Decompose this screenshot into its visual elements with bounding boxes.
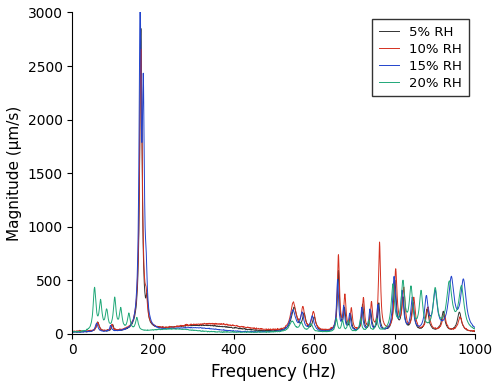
5% RH (326, 328, 332, 333)
5% RH (138, 26, 144, 31)
20% RH (326, 329, 332, 334)
15% RH (390, 294, 396, 298)
Legend: 5% RH, 10% RH, 15% RH, 20% RH: 5% RH, 10% RH, 15% RH, 20% RH (372, 19, 469, 96)
5% RH (70, 329, 75, 334)
10% RH (472, 329, 478, 333)
Line: 15% RH: 15% RH (72, 0, 475, 332)
20% RH (308, 322, 314, 326)
20% RH (251, 330, 257, 335)
5% RH (308, 324, 314, 328)
15% RH (472, 326, 478, 330)
10% RH (90, 328, 96, 333)
10% RH (216, 322, 222, 327)
20% RH (368, 326, 374, 331)
20% RH (390, 282, 396, 286)
15% RH (70, 330, 75, 334)
Y-axis label: Magnitude (μm/s): Magnitude (μm/s) (7, 106, 22, 241)
X-axis label: Frequency (Hz): Frequency (Hz) (212, 363, 336, 381)
5% RH (390, 309, 396, 314)
10% RH (308, 319, 314, 324)
5% RH (74, 330, 80, 334)
5% RH (90, 328, 96, 333)
10% RH (326, 327, 332, 332)
15% RH (90, 328, 96, 333)
10% RH (368, 300, 374, 304)
15% RH (216, 327, 222, 332)
15% RH (368, 319, 374, 324)
10% RH (390, 312, 396, 317)
15% RH (77, 330, 83, 334)
15% RH (326, 328, 332, 333)
5% RH (368, 313, 374, 317)
15% RH (308, 317, 314, 322)
20% RH (472, 327, 478, 331)
20% RH (90, 311, 96, 315)
Line: 10% RH: 10% RH (72, 49, 475, 332)
20% RH (70, 330, 75, 334)
10% RH (72, 329, 78, 334)
Line: 5% RH: 5% RH (72, 28, 475, 332)
5% RH (472, 329, 478, 334)
20% RH (216, 329, 222, 334)
10% RH (138, 47, 144, 52)
20% RH (400, 278, 406, 282)
10% RH (70, 329, 75, 333)
Line: 20% RH: 20% RH (72, 280, 475, 333)
5% RH (216, 324, 222, 329)
